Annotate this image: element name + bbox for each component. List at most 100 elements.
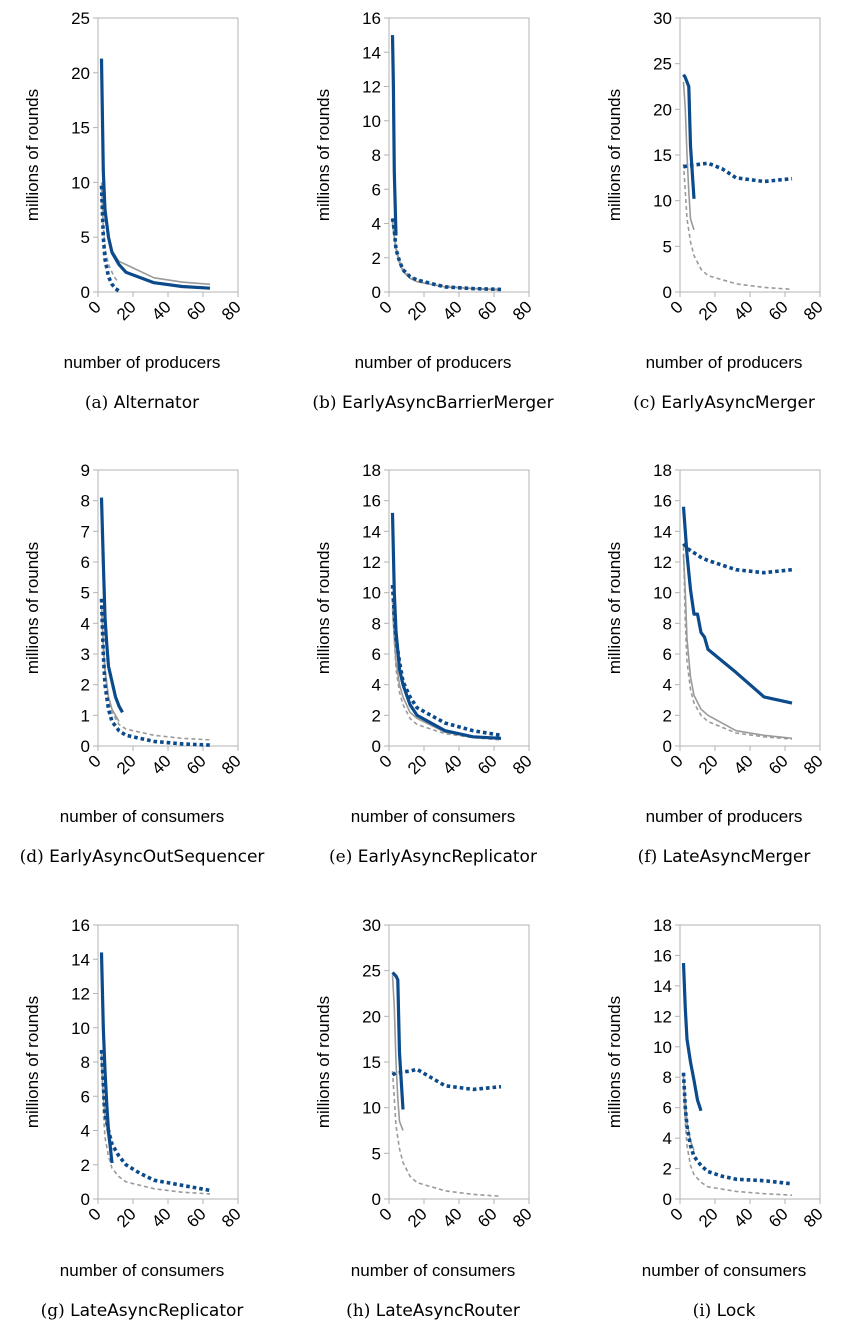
series-line-solid-blue [681,963,703,1112]
caption-name: LateAsyncReplicator [70,1301,243,1321]
x-tick-label: 20 [695,1204,722,1231]
y-tick-label: 16 [362,492,381,511]
x-tick-label: 80 [218,297,245,324]
y-tick-label: 18 [653,461,672,480]
x-axis-label: number of consumers [351,807,515,826]
y-tick-label: 15 [653,146,672,165]
x-tick-label: 80 [509,751,536,778]
y-tick-label: 16 [653,492,672,511]
y-tick-label: 6 [372,180,381,199]
y-tick-label: 1 [81,706,90,725]
y-tick-label: 12 [653,1007,672,1026]
x-axis-label: number of consumers [351,1261,515,1280]
caption-name: LateAsyncRouter [376,1301,520,1321]
subfigure-caption: (b) EarlyAsyncBarrierMerger [312,393,553,413]
y-tick-label: 0 [663,1190,672,1209]
plot-frame [97,17,239,293]
x-tick-label: 20 [404,1204,431,1231]
y-tick-label: 0 [372,283,381,302]
x-tick-label: 80 [800,1204,827,1231]
y-tick-label: 3 [81,645,90,664]
series-line-solid-gray [100,182,211,286]
series-line-solid-gray [391,975,404,1131]
chart-d: 0 1 2 3 4 5 6 7 8 9 0 20 40 60 80 millions of rounds num… [20,461,265,867]
series-line-solid-blue [391,971,405,1110]
plot-frame [679,469,821,747]
x-tick-label: 40 [439,1204,466,1231]
x-tick-label: 20 [695,297,722,324]
y-tick-label: 25 [362,962,381,981]
x-axis-label: number of producers [646,807,803,826]
y-tick-label: 16 [71,916,90,935]
y-tick-label: 16 [362,9,381,28]
y-tick-label: 18 [362,461,381,480]
caption-name: EarlyAsyncBarrierMerger [342,393,554,413]
y-tick-label: 5 [81,584,90,603]
y-axis-label: millions of rounds [605,996,624,1128]
chart-a: 0 5 10 15 20 25 0 20 40 60 80 millions of rounds num… [23,9,245,413]
y-tick-label: 9 [81,461,90,480]
series-line-solid-blue [682,73,696,199]
x-tick-label: 80 [218,1204,245,1231]
x-tick-label: 20 [113,1204,140,1231]
y-tick-label: 16 [653,946,672,965]
series-line-dashed-gray [391,1071,502,1198]
series-line-solid-gray [682,554,793,740]
y-tick-label: 0 [81,737,90,756]
y-tick-label: 30 [362,916,381,935]
y-tick-label: 0 [663,283,672,302]
y-tick-label: 14 [362,522,381,541]
x-axis-label: number of consumers [60,1261,224,1280]
series-line-solid-gray [391,223,502,291]
x-tick-label: 0 [376,1204,396,1224]
y-tick-label: 2 [372,706,381,725]
subfigure-caption: (h) LateAsyncRouter [346,1301,520,1321]
caption-id: (f) [638,847,663,867]
chart-i: 0 2 4 6 8 10 12 14 16 18 0 20 40 60 80 millions of roun… [605,916,827,1321]
y-tick-label: 4 [372,215,381,234]
y-tick-label: 20 [653,100,672,119]
series-line-dotted-blue [683,161,793,184]
y-tick-label: 12 [653,553,672,572]
series-line-solid-blue [390,512,502,740]
x-tick-label: 40 [439,751,466,778]
y-tick-label: 2 [663,1160,672,1179]
y-tick-label: 10 [653,1038,672,1057]
y-tick-label: 0 [372,737,381,756]
y-axis-label: millions of rounds [314,89,333,221]
y-tick-label: 25 [653,55,672,74]
x-tick-label: 80 [800,751,827,778]
y-tick-label: 14 [653,977,672,996]
subfigure-caption: (e) EarlyAsyncReplicator [329,847,537,867]
x-tick-label: 60 [765,1204,792,1231]
y-tick-label: 12 [362,553,381,572]
series-line-dotted-blue [99,1049,211,1193]
x-tick-label: 40 [730,751,757,778]
subfigure-caption: (i) Lock [693,1301,756,1321]
x-tick-label: 80 [800,297,827,324]
series-line-dotted-blue [391,1067,502,1092]
x-axis-label: number of producers [64,353,221,372]
x-tick-label: 40 [148,1204,175,1231]
x-tick-label: 60 [474,751,501,778]
series-line-dashed-gray [391,220,502,291]
caption-id: (e) [329,847,358,867]
series-line-dashed-gray [682,164,793,291]
caption-id: (i) [693,1301,717,1321]
y-tick-label: 10 [71,173,90,192]
y-axis-label: millions of rounds [23,542,42,674]
chart-b: 0 2 4 6 8 10 12 14 16 0 20 40 60 80 millions of rounds… [312,9,553,413]
x-tick-label: 40 [730,297,757,324]
y-tick-label: 4 [81,614,90,633]
y-tick-label: 10 [362,584,381,603]
x-tick-label: 0 [376,751,396,771]
y-tick-label: 25 [71,9,90,28]
series-line-solid-gray [391,607,502,740]
x-tick-label: 20 [404,751,431,778]
series-line-dashed-gray [391,600,502,741]
y-tick-label: 10 [653,192,672,211]
x-axis-label: number of consumers [642,1261,806,1280]
y-axis-label: millions of rounds [314,542,333,674]
x-tick-label: 40 [148,751,175,778]
